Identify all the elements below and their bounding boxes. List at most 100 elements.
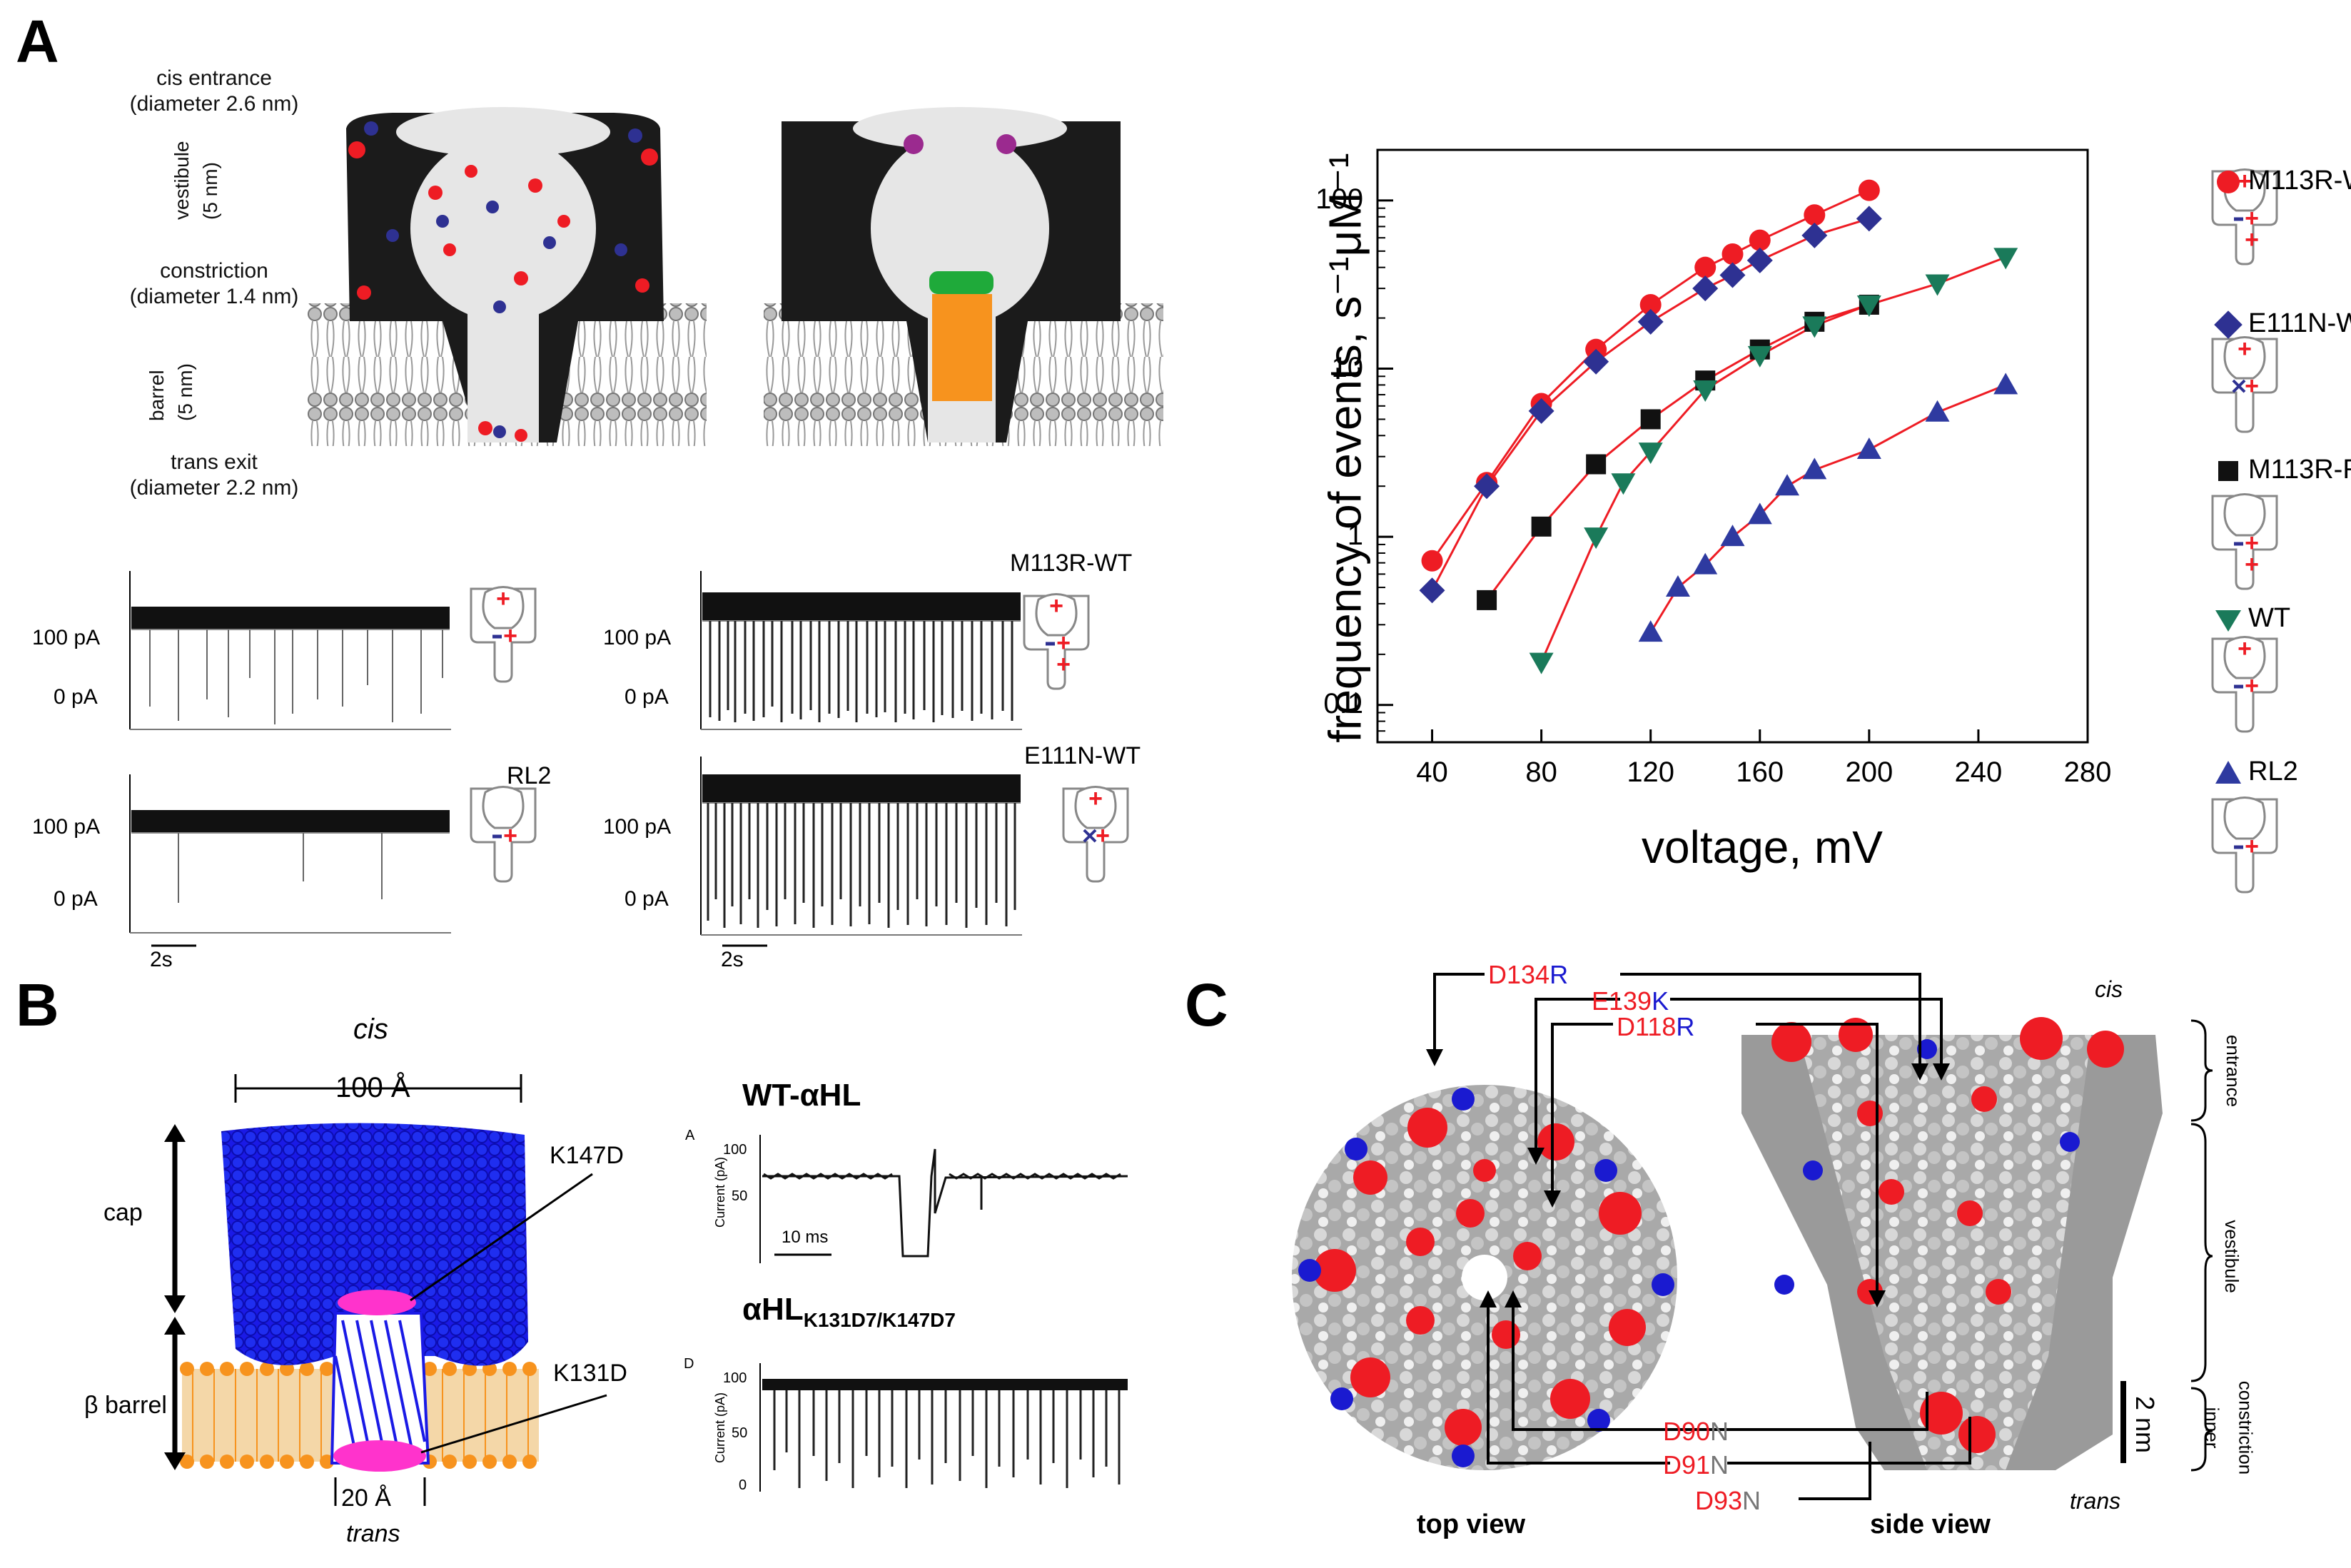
svg-text:+: + xyxy=(2245,373,2259,400)
pore-structure-left xyxy=(346,107,664,442)
k131d-residues xyxy=(333,1440,426,1472)
panel-b-trace-letter-d: D xyxy=(684,1356,694,1372)
panel-b-trace-mutant xyxy=(759,1363,1128,1492)
brace-vestibule xyxy=(2190,1123,2213,1382)
panel-b-width-bottom: 20 Å xyxy=(341,1484,391,1512)
panel-c-cis: cis xyxy=(2095,976,2123,1002)
x-tick-label: 80 xyxy=(1525,757,1557,788)
data-point-RL2 xyxy=(1775,474,1800,496)
schematic-trace-c: + + + xyxy=(1023,592,1090,690)
label-constriction-diameter: (diameter 1.4 nm) xyxy=(129,285,299,308)
data-point-M113R-WT xyxy=(1421,550,1443,572)
fit-curve-WT xyxy=(1540,256,2006,663)
mutation-d93n: D93N xyxy=(1695,1486,1761,1515)
legend-marker-circle xyxy=(2217,171,2240,193)
data-point-E111N-WT xyxy=(1583,348,1609,375)
data-point-M113R-WT xyxy=(1694,256,1717,278)
svg-text:+: + xyxy=(503,622,517,649)
trace-right-y100: 100 pA xyxy=(603,626,672,649)
panel-c-arrows xyxy=(1433,973,1971,1500)
data-point-RL2 xyxy=(1925,400,1950,422)
panel-c-trans: trans xyxy=(2070,1488,2121,1514)
trace-name-e111n-wt: E111N-WT xyxy=(1024,742,1141,769)
mutation-e139k: E139K xyxy=(1592,986,1669,1016)
panel-b-trace-wt xyxy=(759,1135,1128,1263)
trace-scale-right: 2s xyxy=(721,948,744,971)
data-point-WT xyxy=(1925,274,1950,296)
data-point-RL2 xyxy=(1720,525,1745,547)
protein-cap xyxy=(221,1123,528,1366)
panel-b-wt-title: WT-αHL xyxy=(742,1078,861,1113)
panel-b-tick2-0: 0 xyxy=(739,1477,747,1493)
mutation-d118r: D118R xyxy=(1617,1012,1695,1041)
panel-letter-a: A xyxy=(16,8,59,75)
panel-b-trans: trans xyxy=(346,1520,400,1547)
schematic-trace-b: + xyxy=(470,786,537,883)
svg-text:+: + xyxy=(2245,833,2259,860)
panel-b-barrel-label: β barrel xyxy=(84,1392,167,1419)
data-point-RL2 xyxy=(1802,457,1827,480)
x-tick-label: 240 xyxy=(1954,757,2003,788)
y-tick-label: 1 xyxy=(1347,520,1363,552)
side-view-structure xyxy=(1741,1017,2163,1470)
plot-frame xyxy=(1376,148,2089,744)
data-point-RL2 xyxy=(1747,502,1772,525)
svg-text:+: + xyxy=(2245,551,2259,578)
label-trans-diameter: (diameter 2.2 nm) xyxy=(129,476,299,500)
data-point-RL2 xyxy=(1993,373,2018,395)
current-traces xyxy=(129,571,1022,947)
svg-text:+: + xyxy=(2245,226,2259,253)
panel-b-k147d: K147D xyxy=(550,1142,624,1169)
legend-marker-square xyxy=(2218,461,2238,481)
legend-label-wt: WT xyxy=(2248,603,2291,633)
svg-text:+: + xyxy=(2245,530,2259,557)
svg-text:✕: ✕ xyxy=(2230,375,2248,399)
data-point-WT xyxy=(1802,316,1827,338)
data-point-RL2 xyxy=(1693,552,1718,575)
svg-text:+: + xyxy=(2245,205,2259,232)
trace-m113r-wt-right xyxy=(700,571,1022,730)
data-point-WT xyxy=(1584,527,1609,550)
panel-b-tick2-50: 50 xyxy=(732,1425,748,1441)
data-point-E111N-WT xyxy=(1719,262,1746,288)
x-tick-label: 120 xyxy=(1627,757,1675,788)
x-tick-label: 200 xyxy=(1845,757,1894,788)
data-point-E111N-WT xyxy=(1528,398,1554,424)
legend-marker-triangle-down xyxy=(2215,610,2241,632)
y-tick-label: 100 xyxy=(1315,183,1363,215)
label-cis-entrance: cis entrance xyxy=(156,66,272,90)
mutation-d134r: D134R xyxy=(1488,960,1569,989)
trace-right2-y0: 0 pA xyxy=(625,887,669,911)
trace-left-y0: 0 pA xyxy=(54,685,98,709)
panel-b-k131d: K131D xyxy=(553,1360,627,1387)
data-point-WT xyxy=(1747,345,1772,368)
mutation-d90n: D90N xyxy=(1663,1417,1729,1446)
data-point-M113R-RL2 xyxy=(1477,590,1497,610)
panel-c-side-view: side view xyxy=(1870,1509,1991,1539)
panel-b-tick-100: 100 xyxy=(723,1142,747,1158)
pore-structures xyxy=(307,107,1163,446)
data-point-RL2 xyxy=(1638,620,1663,642)
region-vestibule: vestibule xyxy=(2220,1220,2243,1293)
data-point-RL2 xyxy=(1856,437,1881,459)
label-constriction: constriction xyxy=(160,259,268,283)
trace-left-y100: 100 pA xyxy=(32,626,101,649)
pore-structure-right xyxy=(782,107,1121,442)
legend-icon-wt: ++ xyxy=(2211,635,2278,733)
svg-text:+: + xyxy=(1056,651,1071,678)
k147d-residues xyxy=(338,1290,416,1315)
data-point-WT xyxy=(1611,473,1636,495)
data-point-WT xyxy=(1638,442,1663,465)
svg-text:+: + xyxy=(2238,168,2252,195)
data-point-WT xyxy=(1993,248,2018,270)
fit-curve-M113R-WT xyxy=(1431,189,1870,562)
data-point-M113R-RL2 xyxy=(1586,454,1607,475)
svg-text:+: + xyxy=(1056,629,1071,657)
legend-icon-rl2: + xyxy=(2211,796,2278,894)
legend-marker-triangle-up xyxy=(2215,761,2241,784)
data-point-M113R-WT xyxy=(1858,179,1880,201)
